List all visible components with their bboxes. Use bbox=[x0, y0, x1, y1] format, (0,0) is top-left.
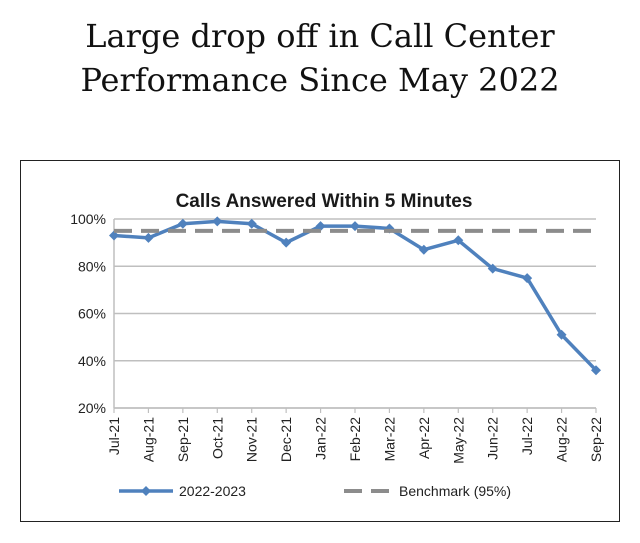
series-line-0 bbox=[113, 219, 598, 372]
data-point-marker bbox=[109, 230, 119, 241]
data-point-marker bbox=[591, 365, 601, 376]
x-tick-label: Aug-21 bbox=[140, 417, 156, 462]
line-chart: Calls Answered Within 5 Minutes 20% 40% 60… bbox=[70, 191, 604, 499]
x-tick-label: Jan-22 bbox=[313, 417, 329, 460]
x-tick-label: May-22 bbox=[450, 417, 466, 464]
y-tick-label: 20% bbox=[78, 400, 106, 416]
x-tick-label: Jul-21 bbox=[106, 417, 122, 455]
data-point-marker bbox=[487, 263, 498, 274]
data-point-marker bbox=[350, 221, 360, 232]
headline-line-2: Performance Since May 2022 bbox=[80, 61, 560, 99]
chart-title: Calls Answered Within 5 Minutes bbox=[176, 191, 473, 212]
x-tick-label: Dec-21 bbox=[278, 417, 294, 462]
data-point-marker bbox=[453, 235, 464, 246]
x-tick-label: Jun-22 bbox=[485, 417, 501, 460]
headline-line-1: Large drop off in Call Center bbox=[85, 17, 555, 55]
data-point-marker bbox=[556, 329, 567, 340]
data-point-marker bbox=[246, 218, 257, 229]
x-tick-label: Feb-22 bbox=[347, 417, 363, 462]
x-tick-label: Sep-21 bbox=[175, 417, 191, 462]
y-tick-label: 80% bbox=[78, 258, 106, 274]
data-point-marker bbox=[177, 218, 188, 229]
data-point-marker bbox=[418, 244, 429, 255]
legend-swatch-marker bbox=[141, 486, 151, 496]
headline: Large drop off in Call Center Performanc… bbox=[0, 14, 640, 102]
y-tick-label: 40% bbox=[78, 353, 106, 369]
legend-label-benchmark: Benchmark (95%) bbox=[399, 483, 511, 499]
legend-label-series: 2022-2023 bbox=[179, 483, 246, 499]
x-tick-label: Nov-21 bbox=[244, 417, 260, 462]
data-point-marker bbox=[522, 273, 533, 284]
chart-frame: Calls Answered Within 5 Minutes 20% 40% 60… bbox=[20, 160, 620, 522]
x-tick-label: Apr-22 bbox=[416, 417, 432, 459]
x-tick-label: Mar-22 bbox=[381, 417, 397, 462]
y-tick-label: 100% bbox=[70, 211, 106, 227]
y-tick-label: 60% bbox=[78, 306, 106, 322]
x-tick-label: Jul-22 bbox=[519, 417, 535, 455]
x-tick-label: Aug-22 bbox=[554, 417, 570, 462]
data-point-marker bbox=[143, 232, 154, 243]
data-point-marker bbox=[315, 221, 326, 232]
x-tick-label: Oct-21 bbox=[209, 417, 225, 459]
x-tick-label: Sep-22 bbox=[588, 417, 604, 462]
data-point-marker bbox=[281, 237, 292, 248]
data-point-marker bbox=[212, 216, 223, 227]
